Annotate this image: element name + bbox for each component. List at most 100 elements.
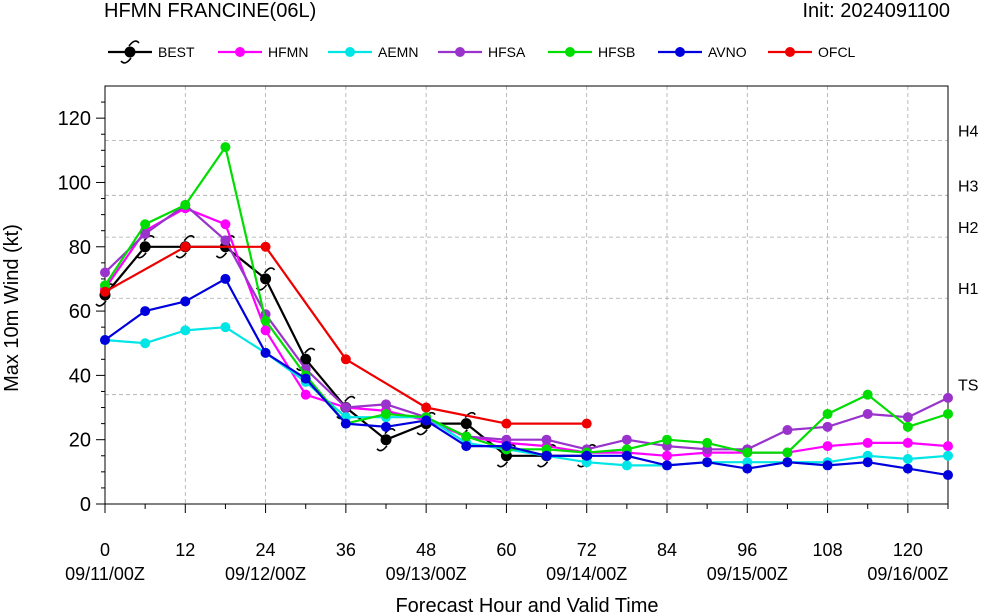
hurricane-arm-bottom — [536, 461, 549, 468]
data-point — [340, 402, 351, 413]
data-point — [381, 421, 391, 432]
x-tick-label: 72 — [577, 540, 597, 560]
x-tick-label: 12 — [175, 540, 195, 560]
series-line-hfsa — [104, 203, 949, 451]
data-point — [862, 437, 873, 448]
data-point — [902, 463, 913, 474]
x-tick-label: 108 — [813, 540, 843, 560]
series-ofcl — [100, 241, 592, 429]
hurricane-core — [460, 418, 472, 430]
data-point — [742, 447, 753, 458]
data-point — [822, 408, 833, 419]
hurricane-arm-top — [128, 40, 140, 47]
legend-marker — [235, 47, 245, 57]
data-point — [100, 286, 110, 297]
hurricane-core — [139, 241, 151, 253]
y-tick-label: 0 — [80, 494, 91, 516]
data-point — [943, 441, 953, 452]
data-point — [862, 457, 873, 468]
data-point — [180, 296, 191, 307]
x-tick-label: 48 — [416, 540, 436, 560]
data-point — [220, 273, 231, 284]
legend-label: BEST — [158, 44, 195, 60]
data-point — [340, 418, 351, 429]
data-point — [260, 347, 271, 358]
data-point — [180, 325, 191, 336]
legend: BEST HFMN AEMN HFSA HFSB AVNO OFCL — [108, 40, 856, 64]
series-avno — [100, 273, 953, 481]
hurricane-arm-bottom — [416, 429, 428, 436]
data-point — [381, 408, 391, 419]
legend-marker — [785, 47, 795, 57]
axes: 0 20 40 60 80 100 120 0 12 24 36 48 60 72 84 96 108 120 09… — [58, 85, 949, 584]
data-point — [461, 431, 472, 442]
x-date-label: 09/13/00Z — [386, 564, 467, 584]
data-point — [220, 235, 231, 246]
data-point — [180, 241, 191, 252]
data-point — [421, 415, 432, 426]
data-point — [300, 373, 311, 384]
data-point — [782, 425, 793, 436]
data-point — [902, 421, 913, 432]
legend-item-hfsa: HFSA — [438, 44, 526, 60]
data-point — [581, 450, 592, 461]
init-time-label: Init: 2024091100 — [802, 0, 950, 22]
hurricane-arm-top — [183, 235, 195, 242]
series-line-aemn — [104, 326, 949, 467]
y-tick-label: 80 — [69, 237, 91, 259]
x-tick-label: 84 — [657, 540, 677, 560]
x-tick-label: 60 — [496, 540, 516, 560]
data-point — [902, 453, 913, 464]
grid: TS H1 H2 H3 H4 — [105, 86, 979, 504]
hurricane-core — [380, 434, 392, 446]
chart-title: HFMN FRANCINE(06L) — [104, 0, 317, 22]
data-point — [220, 219, 231, 230]
data-point — [255, 267, 276, 291]
legend-marker — [675, 47, 685, 57]
y-axis-label: Max 10m Wind (kt) — [1, 224, 23, 392]
x-date-label: 09/14/00Z — [546, 564, 627, 584]
data-point — [822, 460, 833, 471]
data-point — [702, 457, 713, 468]
data-point — [862, 389, 873, 400]
x-tick-label: 24 — [256, 540, 276, 560]
legend-marker — [345, 47, 355, 57]
legend-label: AEMN — [378, 44, 418, 60]
data-point — [140, 306, 151, 317]
data-point — [782, 447, 793, 458]
data-point — [621, 460, 632, 471]
legend-label: HFSB — [598, 44, 635, 60]
legend-item-avno: AVNO — [658, 44, 747, 60]
series-line-hfsb — [104, 146, 949, 454]
data-point — [140, 228, 151, 239]
legend-item-best: BEST — [108, 40, 195, 64]
data-point — [862, 408, 873, 419]
legend-item-ofcl: OFCL — [768, 44, 856, 60]
data-point — [662, 434, 672, 445]
data-point — [260, 241, 271, 252]
data-point — [501, 441, 512, 452]
data-point — [621, 434, 632, 445]
threshold-label: H4 — [958, 124, 979, 141]
data-point — [421, 402, 432, 413]
x-date-label: 09/15/00Z — [707, 564, 788, 584]
data-point — [180, 199, 191, 210]
legend-marker — [120, 40, 140, 64]
x-axis-label: Forecast Hour and Valid Time — [395, 595, 658, 616]
x-tick-label: 0 — [100, 540, 110, 560]
x-date-label: 09/11/00Z — [65, 564, 145, 584]
legend-label: AVNO — [708, 44, 747, 60]
data-point — [822, 441, 833, 452]
x-tick-label: 96 — [737, 540, 757, 560]
data-point — [943, 470, 953, 481]
threshold-label: H2 — [958, 220, 979, 237]
plot-frame — [104, 85, 949, 505]
data-point — [943, 408, 953, 419]
data-point — [220, 142, 231, 153]
data-point — [340, 354, 351, 365]
y-tick-label: 60 — [69, 301, 91, 323]
legend-label: OFCL — [818, 44, 856, 60]
hurricane-arm-bottom — [135, 252, 147, 259]
hurricane-arm-bottom — [95, 300, 107, 307]
